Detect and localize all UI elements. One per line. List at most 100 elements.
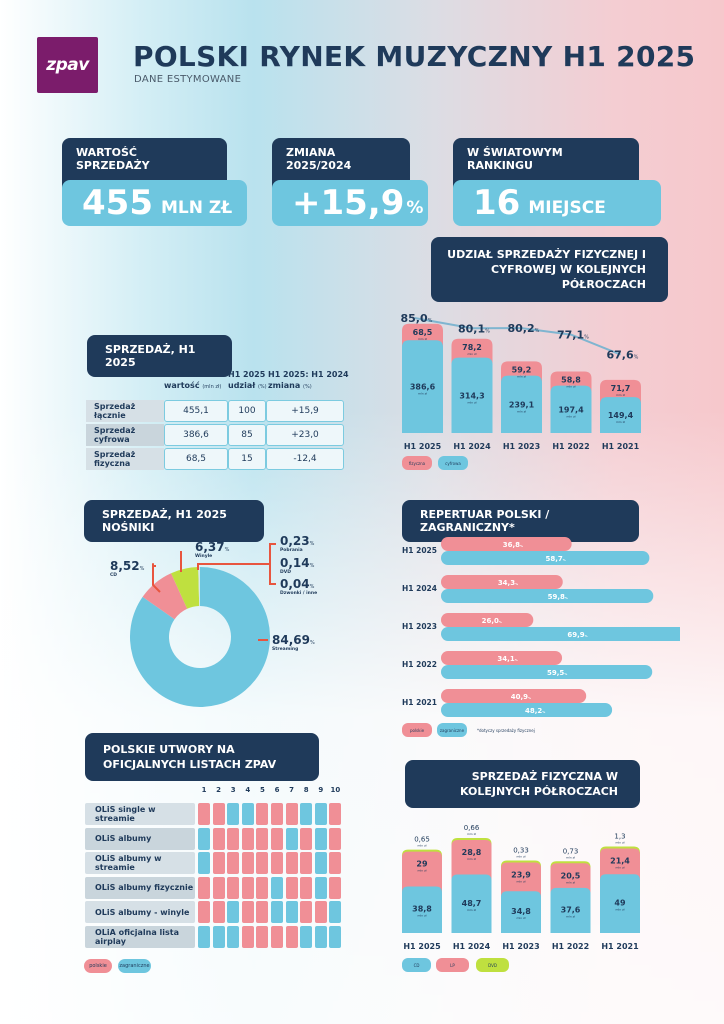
- bar-unit-label: mln zł: [566, 385, 575, 389]
- slice-value-label: 0,04%: [280, 577, 315, 591]
- grid-cell-zagraniczne: [198, 925, 210, 948]
- grid-cell-zagraniczne: [329, 901, 342, 923]
- percent-sign: %: [634, 355, 639, 361]
- legend-swatch-polskie: polskie: [84, 959, 112, 973]
- percent-sign: %: [515, 582, 518, 586]
- grid-cell-polskie: [271, 803, 283, 825]
- grid-cell-polskie: [256, 925, 269, 948]
- kpi-card-sales-value: WARTOŚĆ SPRZEDAŻY 455 MLN ZŁ: [62, 138, 247, 226]
- grid-cell-polskie: [256, 876, 269, 899]
- slice-name-label: Winyle: [195, 553, 212, 559]
- bar-label-fizyczna: 78,2: [462, 343, 482, 352]
- col-header-line1: H1 2025: [228, 370, 266, 379]
- x-tick-label: H1 2022: [552, 442, 589, 451]
- bar-unit-label: mln zł: [615, 866, 624, 870]
- grid-cell-polskie: [271, 925, 283, 948]
- percent-sign: %: [310, 563, 315, 569]
- grid-column-label: 2: [216, 786, 222, 794]
- legend-swatch-polskie: [402, 723, 432, 737]
- slice-name-label: Pobrania: [280, 547, 303, 553]
- donut-slice-streaming: [130, 567, 270, 707]
- bar-unit-label: mln zł: [566, 855, 575, 859]
- bar-label-lp: 23,9: [511, 871, 531, 880]
- col-header-line1: H1 2025: [164, 370, 202, 379]
- line-value-label: 80,1%: [458, 322, 490, 335]
- x-tick-label: H1 2022: [552, 942, 589, 951]
- grid-cell-polskie: [329, 803, 342, 825]
- grid-cell-polskie: [256, 901, 269, 923]
- bar-unit-label: mln zł: [467, 832, 476, 836]
- leader-line-cd: [152, 563, 161, 593]
- kpi-value-box: 455 MLN ZŁ: [62, 180, 247, 226]
- grid-cell-polskie: [227, 852, 240, 874]
- col-header-line2: zmiana: [268, 381, 301, 390]
- legend-swatch-zagraniczne: [437, 723, 467, 737]
- grid-row-label: OLiA oficjalna lista airplay: [85, 925, 195, 948]
- col-header-unit: (%): [257, 384, 267, 390]
- bar-unit-label: mln zł: [418, 392, 427, 396]
- grid-cell-zagraniczne: [212, 925, 225, 948]
- percent-sign: %: [428, 318, 433, 324]
- bar-unit-label: mln zł: [467, 400, 476, 404]
- col-header-line1: H1 2025: H1 2024: [268, 370, 349, 379]
- grid-cell-polskie: [271, 827, 283, 850]
- table-header-value: H1 2025 wartość (mln zł): [164, 369, 221, 393]
- bar-unit-label: mln zł: [616, 420, 625, 424]
- kpi-card-ranking: W ŚWIATOWYM RANKINGU 16 MIEJSCE: [453, 138, 661, 226]
- grid-cell-polskie: [198, 876, 210, 899]
- slice-name-label: DVD: [280, 569, 291, 575]
- bar-cd: [402, 886, 442, 933]
- grid-column-label: 4: [245, 786, 251, 794]
- y-tick-label: H1 2024: [402, 584, 437, 593]
- percent-sign: %: [584, 335, 589, 341]
- bar-unit-label: mln zł: [467, 908, 476, 912]
- bar-value-label: 40,9%: [511, 693, 531, 701]
- grid-cell-polskie: [212, 852, 225, 874]
- donut-slice-winyle: [171, 567, 200, 609]
- bar-label-lp: 28,8: [462, 848, 482, 857]
- bar-value-label: 26,0%: [482, 617, 502, 625]
- grid-cell-polskie: [198, 901, 210, 923]
- bar-label-cd: 37,6: [561, 905, 581, 914]
- bar-label-cyfrowa: 314,3: [459, 391, 484, 400]
- x-tick-label: H1 2021: [601, 942, 639, 951]
- bar-unit-label: mln zł: [417, 844, 426, 848]
- legend-label: CD: [414, 963, 420, 968]
- legend-label: cyfrowa: [445, 461, 461, 466]
- grid-cell-polskie: [227, 827, 240, 850]
- percent-sign: %: [542, 710, 545, 714]
- bar-label-cyfrowa: 239,1: [509, 400, 535, 409]
- footnote: *dotyczy sprzedaży fizycznej: [477, 728, 535, 733]
- percent-sign: %: [565, 596, 568, 600]
- grid-cell-polskie: [241, 852, 254, 874]
- grid-column-label: 1: [201, 786, 207, 794]
- bar-unit-label: mln zł: [566, 880, 575, 884]
- bar-cyfrowa: [501, 375, 542, 433]
- bar-value-label: 59,8%: [548, 593, 568, 601]
- bar-polskie: [441, 689, 587, 703]
- bar-unit-label: mln zł: [418, 337, 427, 341]
- bar-label-cd: 49: [614, 899, 626, 908]
- repertoire-bar-chart: H1 2025 36,8% 58,7% H1 2024 34,3% 59,8% H1 202…: [402, 537, 680, 737]
- bar-label-fizyczna: 68,5: [413, 328, 433, 337]
- bar-zagraniczne: [441, 703, 613, 717]
- grid-cell-zagraniczne: [241, 803, 254, 825]
- grid-cell-zagraniczne: [227, 925, 240, 948]
- legend-swatch-dvd: [476, 958, 509, 972]
- bar-zagraniczne: [441, 589, 654, 603]
- grid-cell-zagraniczne: [227, 803, 240, 825]
- legend-swatch-cd: [402, 958, 431, 972]
- table-cell: -12,4: [266, 448, 344, 470]
- bar-unit-label: mln zł: [616, 393, 625, 397]
- x-tick-label: H1 2025: [404, 442, 442, 451]
- grid-cell-zagraniczne: [314, 876, 327, 899]
- percent-sign: %: [515, 658, 518, 662]
- grid-cell-zagraniczne: [300, 925, 313, 948]
- line-value-label: 77,1%: [557, 329, 589, 342]
- percent-sign: %: [310, 640, 315, 646]
- grid-cell-polskie: [227, 876, 240, 899]
- slice-value-label: 0,23%: [280, 534, 315, 548]
- bar-unit-label: mln zł: [467, 352, 476, 356]
